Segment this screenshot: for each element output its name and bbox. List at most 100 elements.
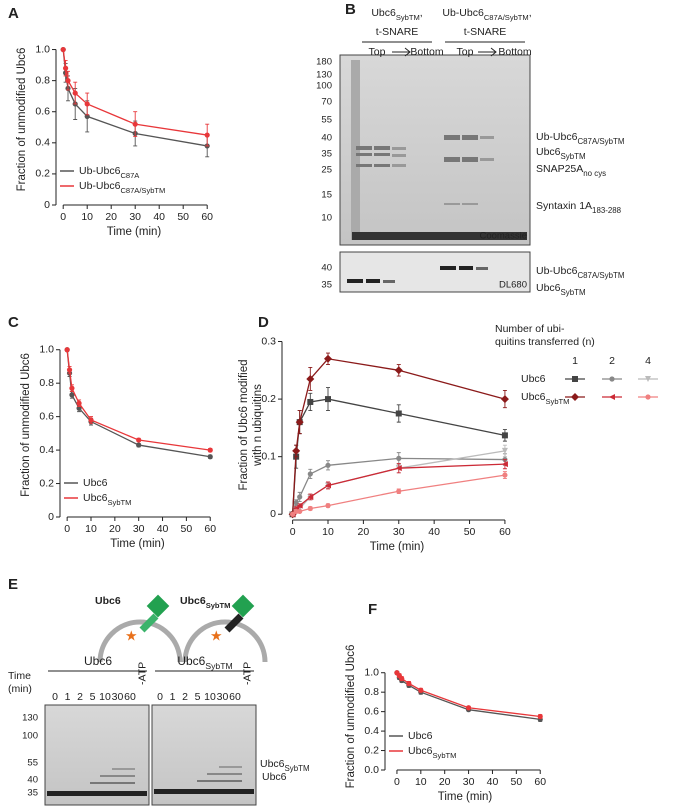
x-tick-label: 0: [64, 523, 70, 535]
y-tick-label: 0.4: [35, 137, 50, 149]
text-part: Ubc6: [371, 7, 396, 19]
y-tick-label: 0.8: [364, 686, 379, 698]
text-part: ,: [420, 7, 423, 19]
lane-top: Top: [369, 46, 386, 58]
marker-label: 70: [321, 97, 332, 108]
lane-label: 5: [195, 691, 201, 703]
marker: [537, 713, 543, 720]
text-part: Ub-Ubc6: [442, 7, 484, 19]
y-tick-label: 0.6: [39, 410, 54, 422]
marker: [418, 687, 424, 693]
marker: [395, 410, 402, 417]
x-tick-label: 30: [463, 776, 475, 788]
gel-bands: [347, 266, 488, 283]
y-axis-label: Fraction of unmodified Ubc6: [16, 48, 28, 192]
marker: [306, 374, 315, 383]
lane-subheader: t-SNARE: [464, 26, 507, 38]
arrow: [392, 47, 411, 57]
marker: [88, 417, 94, 423]
marker-label: 100: [316, 81, 332, 92]
x-tick-label: 20: [105, 211, 117, 223]
lane-bottom: Bottom: [498, 46, 532, 58]
text-part: Ubc6: [180, 595, 206, 607]
text-part: Ubc6: [536, 282, 561, 294]
y-axis-label: Fraction of unmodified Ubc6: [20, 353, 32, 497]
time-label: (min): [8, 683, 32, 695]
band-label: Ub-Ubc6C87A/SybTM: [536, 265, 624, 280]
x-tick-label: 0: [60, 211, 66, 223]
subscript: SybTM: [561, 152, 586, 161]
ubc6-domain: [146, 594, 170, 618]
marker: [645, 394, 651, 400]
stain-label: DL680: [499, 280, 527, 291]
band-label: Ubc6SybTM: [260, 758, 310, 773]
x-tick-label: 50: [177, 211, 189, 223]
marker: [502, 472, 508, 478]
panel-letter: A: [8, 5, 19, 22]
legend-title: quitins transferred (n): [495, 336, 595, 348]
y-tick-label: 0.2: [35, 168, 50, 180]
marker: [69, 392, 75, 398]
subscript: C87A/SybTM: [577, 137, 624, 146]
subscript: C87A: [120, 171, 140, 180]
legend-column: 4: [645, 355, 651, 367]
panel-letter: F: [368, 601, 377, 618]
x-tick-label: 30: [393, 526, 405, 538]
marker: [325, 503, 331, 509]
series-line: [396, 672, 541, 721]
x-tick-label: 40: [428, 526, 440, 538]
gel: [44, 704, 150, 806]
gel-bands: [351, 60, 527, 240]
marker: [64, 347, 70, 353]
marker: [60, 46, 66, 53]
text-part: Ubc6: [83, 492, 108, 504]
x-axis-label: Time (min): [107, 226, 162, 238]
x-tick-label: 50: [510, 776, 522, 788]
subscript: C87A/SybTM: [120, 186, 165, 195]
text-part: Ub-Ubc6: [79, 180, 121, 192]
x-tick-label: 0: [394, 776, 400, 788]
gel: [151, 704, 257, 806]
marker: [406, 680, 412, 687]
text-part: Ubc6: [408, 745, 433, 757]
text-part: Ubc6: [95, 595, 121, 607]
text-part: Ubc6: [521, 391, 546, 403]
lane-subheader: t-SNARE: [376, 26, 419, 38]
marker: [136, 437, 142, 443]
y-tick-label: 1.0: [39, 344, 54, 356]
band-label: SNAP25Ano cys: [536, 163, 606, 178]
marker-label: 55: [27, 758, 38, 769]
y-tick-label: 0: [48, 511, 54, 523]
legend-label: Ubc6SybTM: [408, 745, 456, 760]
y-tick-label: 0.8: [39, 377, 54, 389]
subscript: SybTM: [433, 751, 457, 760]
text-part: Ubc6: [83, 477, 108, 489]
marker: [84, 101, 90, 107]
marker: [297, 494, 303, 500]
y-tick-label: 0.8: [35, 74, 50, 86]
legend-row: Ubc6: [521, 373, 546, 385]
text-part: Ub-Ubc6: [536, 265, 578, 277]
lane-label: 60: [229, 691, 241, 703]
subscript: SybTM: [546, 397, 570, 406]
x-tick-label: 0: [290, 526, 296, 538]
marker: [63, 65, 69, 71]
lane-label: 0: [52, 691, 58, 703]
marker: [307, 398, 314, 405]
y-tick-label: 0.4: [364, 725, 379, 737]
marker: [609, 376, 615, 382]
marker-label: 35: [321, 280, 332, 291]
marker: [66, 367, 73, 373]
stain-label: Coomassie: [479, 231, 527, 242]
marker: [645, 376, 651, 382]
x-tick-label: 10: [322, 526, 334, 538]
lane-label: 1: [65, 691, 71, 703]
y-axis-label: Fraction of unmodified Ubc6: [345, 645, 357, 789]
y-axis-label: Fraction of Ubc6 modified: [238, 359, 250, 490]
legend-column: 2: [609, 355, 615, 367]
marker: [207, 454, 213, 460]
y-tick-label: 0.4: [39, 444, 54, 456]
legend-column: 1: [572, 355, 578, 367]
legend-label: Ubc6: [408, 730, 433, 742]
panel-letter: D: [258, 314, 269, 331]
